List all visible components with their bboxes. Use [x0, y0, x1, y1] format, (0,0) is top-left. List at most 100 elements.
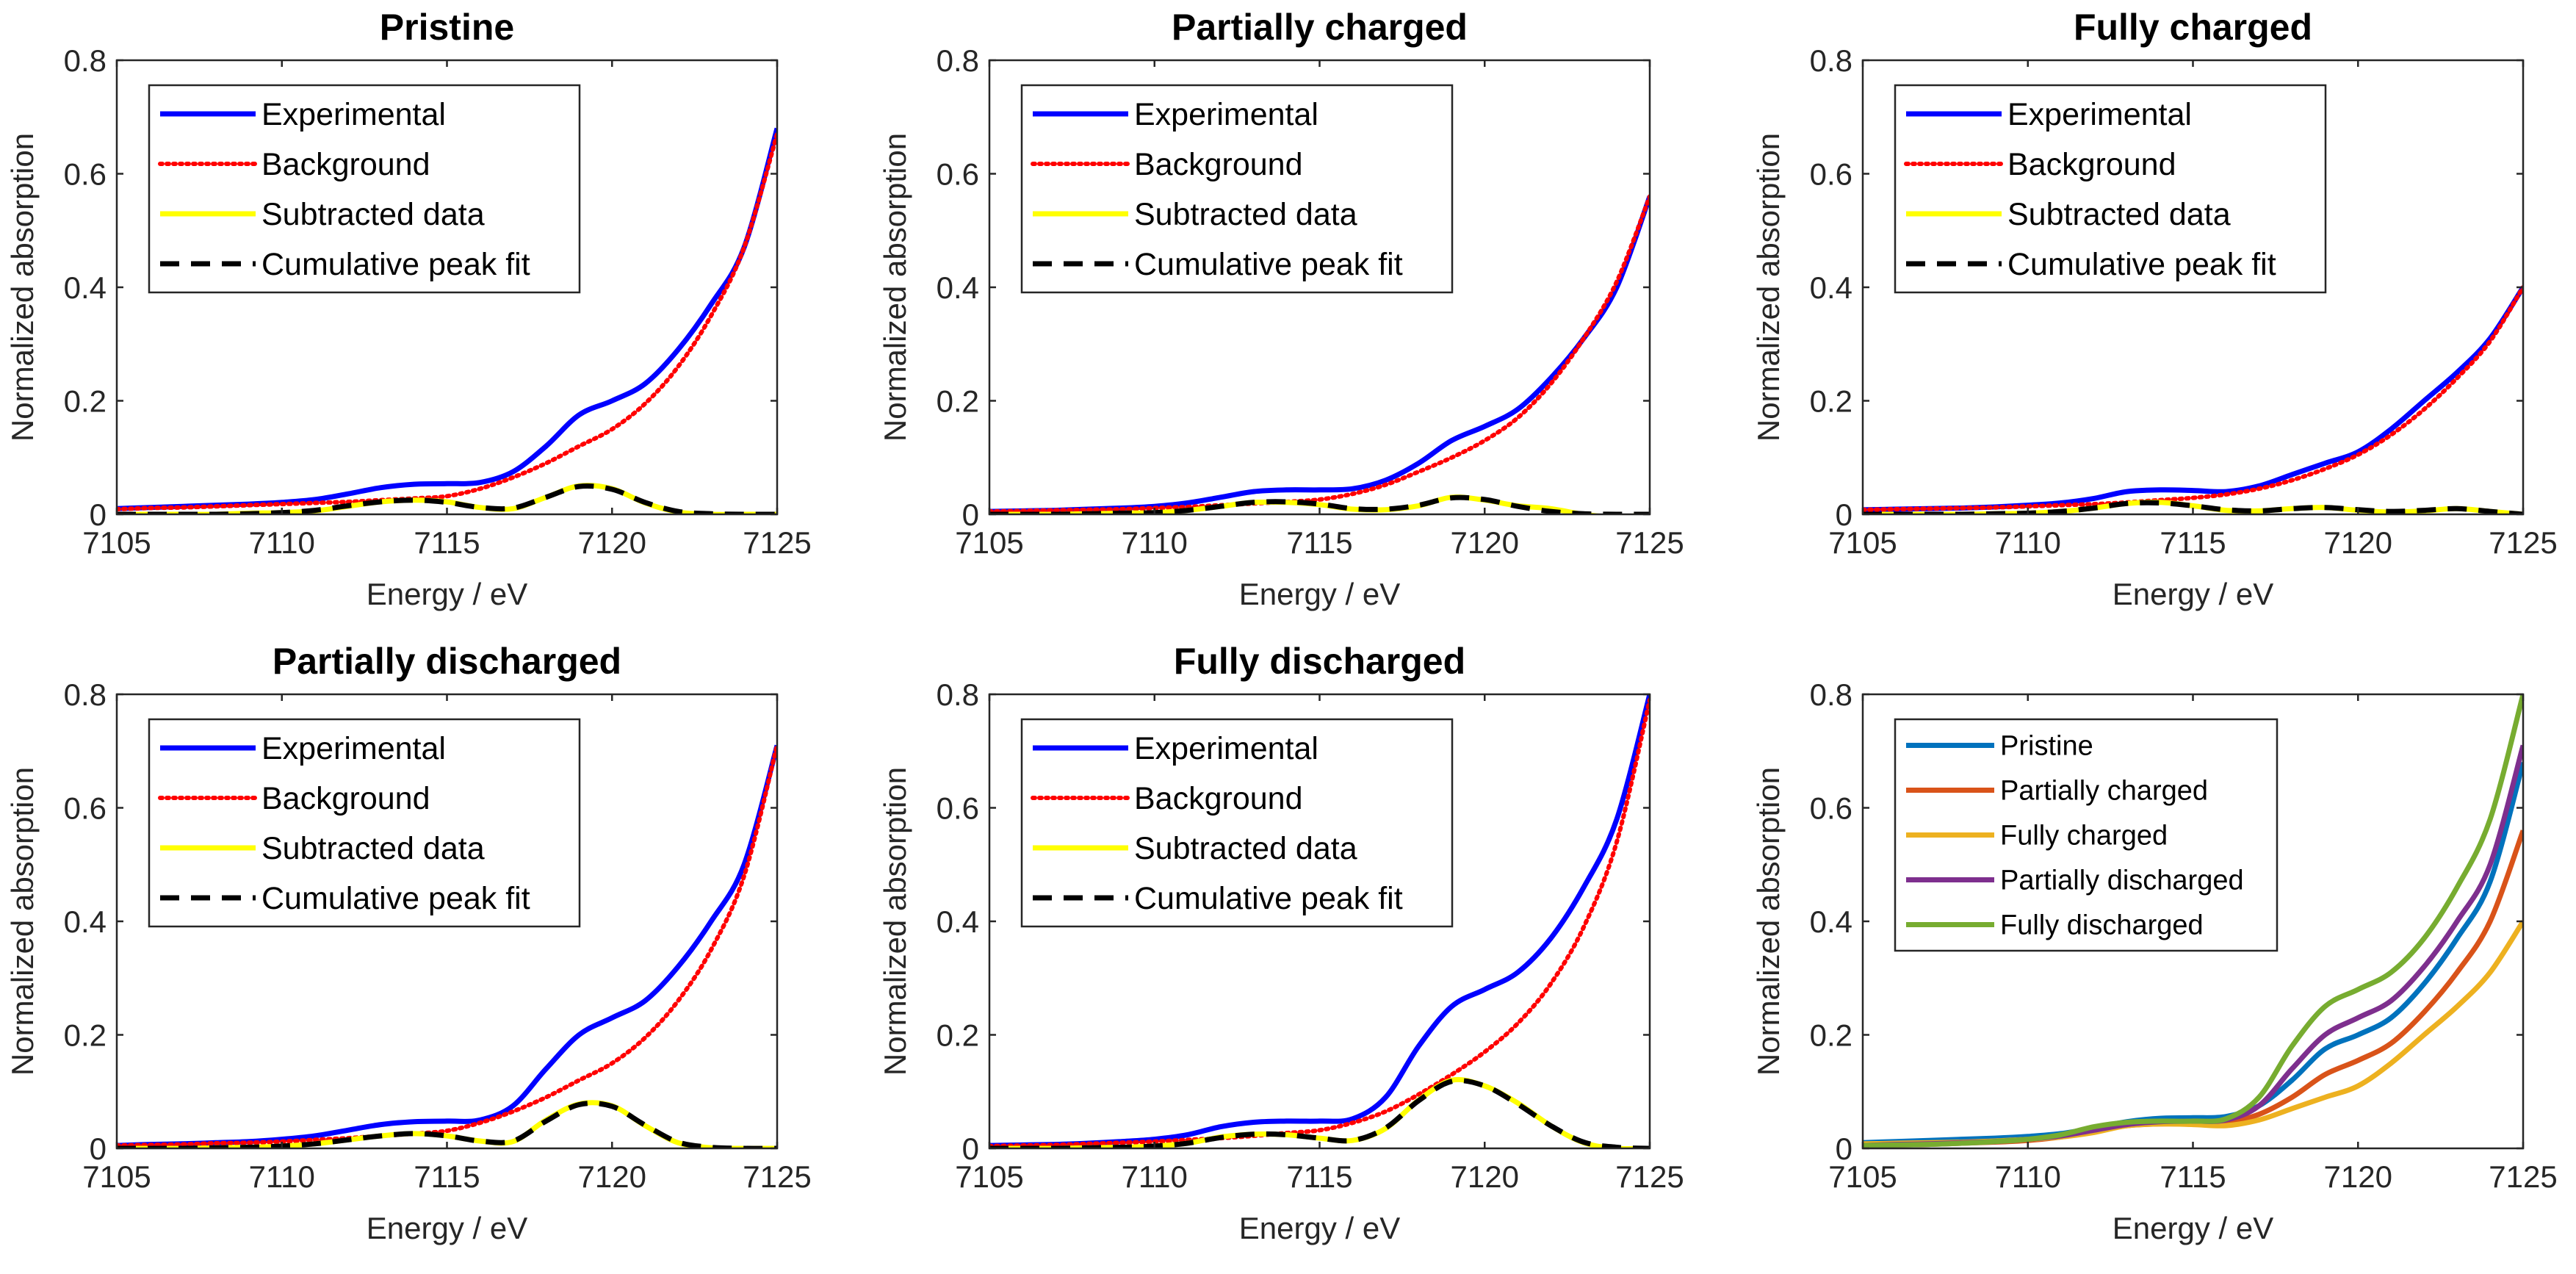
- x-tick-label: 7125: [2489, 525, 2557, 560]
- legend-label-pristine: Pristine: [2000, 731, 2093, 762]
- x-tick-label: 7125: [743, 525, 811, 560]
- legend-box: [1020, 84, 1454, 294]
- x-tick-label: 7125: [1615, 525, 1684, 560]
- legend-label-experimental: Experimental: [1134, 97, 1318, 132]
- y-tick-label: 0.6: [937, 157, 979, 192]
- legend-label-fully-discharged: Fully discharged: [2000, 910, 2204, 941]
- legend-label-background: Background: [1134, 147, 1303, 182]
- y-tick-label: 0.2: [937, 384, 979, 419]
- legend-label-background: Background: [1134, 781, 1303, 816]
- y-tick-label: 0.6: [1810, 157, 1852, 192]
- y-axis-label: Normalized absorption: [1751, 133, 1786, 442]
- x-axis-label: Energy / eV: [2113, 1211, 2273, 1245]
- x-tick-label: 7120: [578, 525, 646, 560]
- y-tick-label: 0: [1836, 1131, 1852, 1166]
- legend-box: [148, 84, 581, 294]
- legend-box: [148, 718, 581, 928]
- legend-label-cumulative-peak-fit: Cumulative peak fit: [261, 881, 530, 916]
- y-tick-label: 0: [962, 497, 979, 532]
- x-tick-label: 7110: [249, 525, 315, 560]
- legend-label-fully-charged: Fully charged: [2000, 821, 2168, 852]
- y-tick-label: 0: [1836, 497, 1852, 532]
- legend-label-background: Background: [2007, 147, 2176, 182]
- chart-panel-4: 7105 7110 7115 7120 7125 0 0.2 0.4 0.6 0.8 Energy …: [5, 641, 812, 1245]
- legend: Experimental Background Subtracted data Cum…: [1020, 718, 1454, 928]
- x-axis-label: Energy / eV: [367, 1211, 527, 1245]
- y-tick-label: 0: [90, 1131, 107, 1166]
- y-tick-label: 0.2: [64, 384, 107, 419]
- legend-label-experimental: Experimental: [261, 731, 446, 766]
- legend: Experimental Background Subtracted data Cum…: [148, 84, 581, 294]
- y-tick-label: 0.8: [1810, 677, 1852, 712]
- y-axis-label: Normalized absorption: [1751, 767, 1786, 1076]
- y-tick-label: 0.2: [1810, 384, 1852, 419]
- x-tick-label: 7110: [1122, 525, 1188, 560]
- chart-panel-3: 7105 7110 7115 7120 7125 0 0.2 0.4 0.6 0.8 Energy …: [1751, 7, 2558, 611]
- x-tick-label: 7120: [1451, 525, 1519, 560]
- chart-panel-1: 7105 7110 7115 7120 7125 0 0.2 0.4 0.6 0.8 Energy …: [5, 7, 812, 611]
- legend-label-cumulative-peak-fit: Cumulative peak fit: [1134, 881, 1403, 916]
- series-line-background: [989, 194, 1650, 514]
- y-tick-label: 0.8: [1810, 43, 1852, 78]
- y-tick-label: 0: [90, 497, 107, 532]
- y-axis-label: Normalized absorption: [878, 133, 912, 442]
- y-tick-label: 0.6: [64, 157, 107, 192]
- x-tick-label: 7120: [2324, 525, 2392, 560]
- legend-label-experimental: Experimental: [2007, 97, 2192, 132]
- series-line-fully-discharged: [1863, 694, 2523, 1148]
- y-tick-label: 0.2: [937, 1018, 979, 1053]
- x-tick-label: 7115: [2160, 525, 2226, 560]
- x-tick-label: 7115: [1286, 1159, 1352, 1194]
- chart-panel-6: 7105 7110 7115 7120 7125 0 0.2 0.4 0.6 0.8 Energy …: [1751, 677, 2558, 1245]
- y-axis-label: Normalized absorption: [5, 767, 40, 1076]
- legend-label-background: Background: [261, 781, 430, 816]
- x-tick-label: 7105: [1828, 1159, 1897, 1194]
- legend-box: [1894, 84, 2327, 294]
- legend-label-experimental: Experimental: [1134, 731, 1318, 766]
- y-axis-label: Normalized absorption: [878, 767, 912, 1076]
- legend: Experimental Background Subtracted data Cum…: [148, 718, 581, 928]
- x-tick-label: 7120: [2324, 1159, 2392, 1194]
- chart-title: Fully discharged: [1174, 641, 1465, 682]
- legend: Experimental Background Subtracted data Cum…: [1894, 84, 2327, 294]
- legend-box: [1020, 718, 1454, 928]
- y-tick-label: 0.4: [937, 904, 979, 939]
- x-tick-label: 7110: [1995, 1159, 2061, 1194]
- legend-label-subtracted-data: Subtracted data: [1134, 831, 1357, 866]
- x-tick-label: 7105: [955, 525, 1023, 560]
- y-tick-label: 0.4: [64, 270, 107, 305]
- y-tick-label: 0.8: [937, 677, 979, 712]
- y-tick-label: 0.8: [64, 43, 107, 78]
- legend-label-cumulative-peak-fit: Cumulative peak fit: [261, 247, 530, 282]
- x-tick-label: 7110: [1995, 525, 2061, 560]
- y-tick-label: 0.8: [64, 677, 107, 712]
- x-tick-label: 7105: [955, 1159, 1023, 1194]
- legend-label-experimental: Experimental: [261, 97, 446, 132]
- x-tick-label: 7125: [1615, 1159, 1684, 1194]
- y-axis-label: Normalized absorption: [5, 133, 40, 442]
- x-tick-label: 7105: [1828, 525, 1897, 560]
- legend: Experimental Background Subtracted data Cum…: [1020, 84, 1454, 294]
- x-tick-label: 7120: [578, 1159, 646, 1194]
- y-tick-label: 0.4: [1810, 904, 1852, 939]
- y-tick-label: 0.6: [64, 791, 107, 826]
- x-tick-label: 7125: [743, 1159, 811, 1194]
- legend-label-cumulative-peak-fit: Cumulative peak fit: [1134, 247, 1403, 282]
- chart-title: Partially discharged: [273, 641, 621, 682]
- x-axis-label: Energy / eV: [367, 577, 527, 611]
- legend-label-background: Background: [261, 147, 430, 182]
- y-tick-label: 0.4: [1810, 270, 1852, 305]
- legend-label-subtracted-data: Subtracted data: [261, 197, 485, 232]
- y-tick-label: 0.6: [937, 791, 979, 826]
- chart-panel-2: 7105 7110 7115 7120 7125 0 0.2 0.4 0.6 0.8 Energy …: [878, 7, 1684, 611]
- series-line-background: [117, 743, 777, 1148]
- legend: Pristine Partially charged Fully charged Pa…: [1894, 718, 2279, 952]
- x-tick-label: 7115: [414, 525, 480, 560]
- y-tick-label: 0.2: [1810, 1018, 1852, 1053]
- legend-label-cumulative-peak-fit: Cumulative peak fit: [2007, 247, 2276, 282]
- x-axis-label: Energy / eV: [1239, 1211, 1400, 1245]
- series-line-pristine: [1863, 761, 2523, 1145]
- x-tick-label: 7110: [249, 1159, 315, 1194]
- x-axis-label: Energy / eV: [2113, 577, 2273, 611]
